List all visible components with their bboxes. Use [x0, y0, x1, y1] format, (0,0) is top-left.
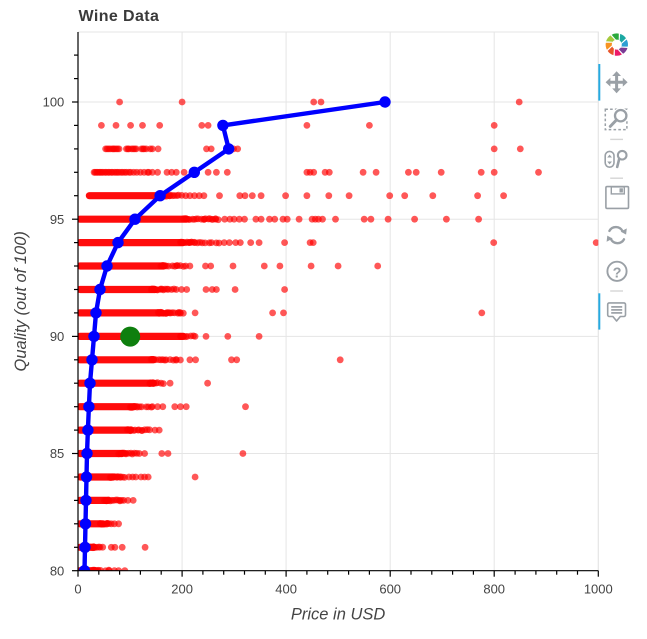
svg-text:200: 200	[171, 582, 193, 597]
svg-text:1000: 1000	[584, 582, 613, 597]
svg-text:Price in USD: Price in USD	[291, 605, 386, 623]
svg-text:95: 95	[50, 212, 64, 227]
svg-text:?: ?	[613, 266, 622, 282]
svg-text:400: 400	[275, 582, 297, 597]
svg-text:100: 100	[43, 95, 65, 110]
svg-text:Quality (out of 100): Quality (out of 100)	[12, 231, 30, 371]
svg-text:600: 600	[379, 582, 401, 597]
svg-text:90: 90	[50, 329, 64, 344]
svg-text:80: 80	[50, 563, 64, 578]
svg-text:0: 0	[74, 582, 81, 597]
svg-text:800: 800	[483, 582, 505, 597]
svg-text:Wine Data: Wine Data	[79, 8, 160, 25]
svg-text:85: 85	[50, 446, 64, 461]
